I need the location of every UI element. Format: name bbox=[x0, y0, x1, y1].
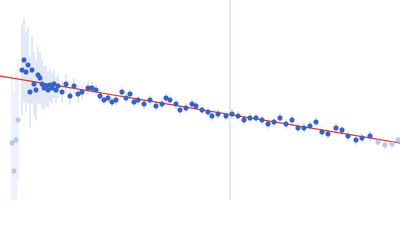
data-point bbox=[89, 85, 95, 91]
data-point bbox=[199, 107, 205, 113]
data-point bbox=[173, 101, 179, 107]
data-point bbox=[31, 81, 37, 87]
data-point bbox=[123, 95, 129, 101]
data-point bbox=[367, 133, 373, 139]
data-point bbox=[19, 67, 25, 73]
data-point bbox=[93, 87, 99, 93]
data-point bbox=[205, 109, 211, 115]
data-point bbox=[119, 89, 125, 95]
data-point bbox=[339, 127, 345, 133]
data-point bbox=[229, 111, 235, 117]
data-point bbox=[23, 69, 29, 75]
data-point bbox=[271, 119, 277, 125]
data-point bbox=[325, 131, 331, 137]
data-point bbox=[11, 168, 17, 174]
data-point bbox=[45, 87, 51, 93]
data-point bbox=[53, 87, 59, 93]
data-point bbox=[319, 129, 325, 135]
data-point bbox=[101, 97, 107, 103]
data-point bbox=[105, 95, 111, 101]
data-point bbox=[147, 97, 153, 103]
data-point bbox=[307, 123, 313, 129]
data-point bbox=[177, 107, 183, 113]
data-point bbox=[85, 85, 91, 91]
data-point bbox=[301, 125, 307, 131]
data-point bbox=[163, 95, 169, 101]
data-point bbox=[159, 101, 165, 107]
data-point bbox=[253, 115, 259, 121]
data-point bbox=[375, 139, 381, 145]
data-point bbox=[353, 137, 359, 143]
data-point bbox=[33, 87, 39, 93]
data-point bbox=[382, 142, 388, 148]
data-point bbox=[247, 115, 253, 121]
data-point bbox=[63, 81, 69, 87]
data-point bbox=[49, 85, 55, 91]
data-point bbox=[29, 67, 35, 73]
data-point bbox=[235, 113, 241, 119]
data-point bbox=[127, 91, 133, 97]
data-point bbox=[345, 133, 351, 139]
data-point bbox=[37, 75, 43, 81]
data-point bbox=[9, 140, 15, 146]
data-point bbox=[75, 91, 81, 97]
data-point bbox=[21, 57, 27, 63]
data-point bbox=[39, 81, 45, 87]
data-point bbox=[79, 89, 85, 95]
data-point bbox=[295, 125, 301, 131]
chart bbox=[0, 0, 400, 200]
data-point bbox=[223, 113, 229, 119]
data-point bbox=[113, 97, 119, 103]
data-point bbox=[43, 83, 49, 89]
data-point bbox=[141, 101, 147, 107]
data-point bbox=[51, 81, 57, 87]
data-point bbox=[97, 93, 103, 99]
data-point bbox=[109, 99, 115, 105]
data-point bbox=[55, 83, 61, 89]
data-point bbox=[333, 125, 339, 131]
data-point bbox=[359, 135, 365, 141]
data-point bbox=[259, 117, 265, 123]
data-point bbox=[389, 141, 395, 147]
data-point bbox=[193, 103, 199, 109]
data-point bbox=[241, 117, 247, 123]
data-point bbox=[153, 103, 159, 109]
data-point bbox=[131, 99, 137, 105]
data-point bbox=[289, 117, 295, 123]
data-point bbox=[67, 93, 73, 99]
data-point bbox=[25, 62, 31, 68]
data-point bbox=[215, 111, 221, 117]
data-point bbox=[167, 97, 173, 103]
data-point bbox=[135, 97, 141, 103]
data-point bbox=[189, 101, 195, 107]
data-point bbox=[27, 89, 33, 95]
data-point bbox=[277, 115, 283, 121]
data-point bbox=[283, 121, 289, 127]
data-point bbox=[313, 119, 319, 125]
data-point bbox=[265, 121, 271, 127]
data-point bbox=[395, 137, 400, 143]
data-point bbox=[13, 137, 19, 143]
data-point bbox=[71, 83, 77, 89]
data-point bbox=[59, 89, 65, 95]
data-point bbox=[15, 117, 21, 123]
data-point bbox=[183, 105, 189, 111]
data-point bbox=[209, 113, 215, 119]
